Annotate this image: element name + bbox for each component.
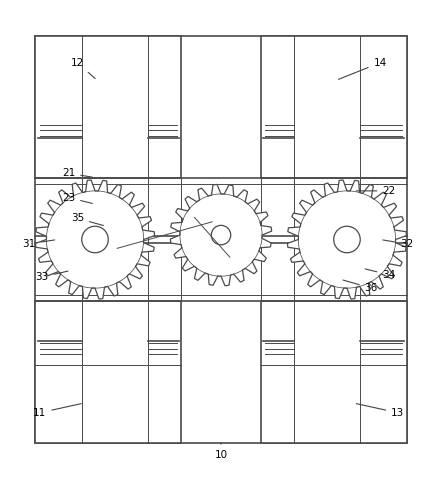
Circle shape [211, 225, 231, 245]
Circle shape [334, 226, 360, 253]
Text: 33: 33 [35, 271, 68, 282]
Polygon shape [35, 180, 155, 299]
Polygon shape [170, 184, 272, 286]
Text: 34: 34 [365, 269, 396, 280]
Polygon shape [287, 180, 407, 299]
Text: 13: 13 [356, 404, 404, 418]
Bar [261, 36, 407, 178]
Text: 21: 21 [62, 168, 92, 178]
Text: 22: 22 [356, 186, 396, 196]
Circle shape [82, 226, 108, 253]
Text: 36: 36 [343, 280, 378, 293]
Text: 11: 11 [33, 404, 81, 418]
Text: 10: 10 [214, 443, 228, 460]
Text: 32: 32 [383, 239, 413, 249]
Text: 23: 23 [62, 193, 92, 204]
Bar [261, 301, 407, 443]
Text: 31: 31 [22, 239, 55, 249]
Text: 12: 12 [71, 57, 95, 79]
Bar [35, 36, 407, 443]
Text: 35: 35 [71, 213, 103, 226]
Bar [35, 36, 181, 178]
Text: 14: 14 [339, 57, 387, 80]
Bar [35, 301, 181, 443]
